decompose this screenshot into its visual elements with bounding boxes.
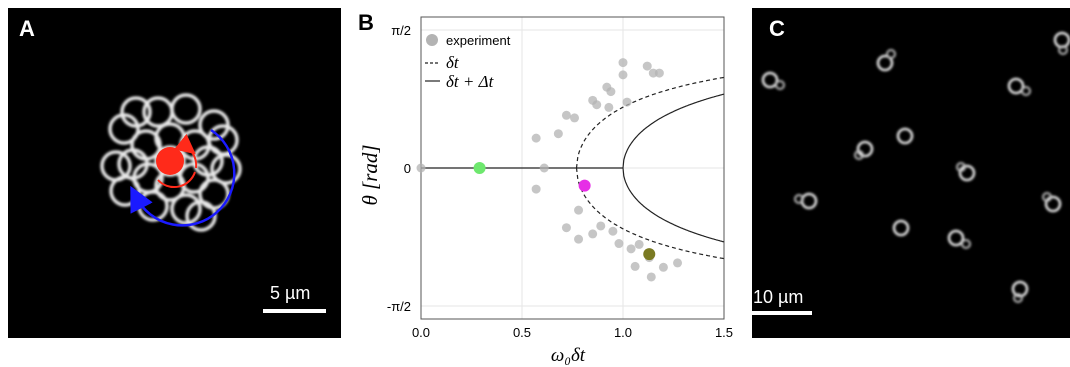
- x-tick-label: 0.5: [513, 325, 531, 340]
- dashed-curve-branch: [575, 76, 725, 169]
- panel-a: A 5 µm: [8, 8, 341, 338]
- cluster-ring: [170, 93, 202, 125]
- particle: [1007, 77, 1025, 95]
- y-tick-label: -π/2: [387, 299, 411, 314]
- particle: [1011, 280, 1029, 298]
- solid-curve-branch: [622, 167, 725, 243]
- experiment-point: [574, 234, 584, 244]
- cluster-ring: [170, 193, 202, 225]
- cluster-ring: [207, 124, 239, 156]
- x-tick-label: 1.5: [715, 325, 733, 340]
- experiment-point: [416, 163, 426, 173]
- panel-c: C 10 µm: [752, 8, 1070, 338]
- panel-c-image: [761, 31, 1070, 303]
- scale-bar-label-a: 5 µm: [270, 283, 311, 303]
- experiment-point: [673, 258, 683, 268]
- highlighted-point: [643, 248, 656, 261]
- particle-partner: [1013, 293, 1023, 303]
- experiment-point: [539, 163, 549, 173]
- experiment-point: [604, 102, 614, 112]
- solid-curve-branch: [622, 93, 725, 169]
- experiment-point: [642, 61, 652, 71]
- y-tick-label: 0: [404, 161, 411, 176]
- experiment-point: [608, 226, 618, 236]
- x-tick-label: 0.0: [412, 325, 430, 340]
- experiment-point: [626, 244, 636, 254]
- panel-a-letter: A: [19, 16, 35, 41]
- particle: [876, 54, 894, 72]
- cluster-ring: [120, 96, 152, 128]
- panel-c-letter: C: [769, 16, 785, 41]
- x-axis-label: ω₀δt: [551, 345, 586, 366]
- particle: [947, 229, 965, 247]
- scale-bar-a: [263, 309, 326, 313]
- particle: [896, 127, 914, 145]
- particle-partner: [1042, 192, 1052, 202]
- particle-partner: [886, 49, 896, 59]
- particle-partner: [956, 162, 966, 172]
- experiment-point: [561, 223, 571, 233]
- experiment-point: [614, 239, 624, 249]
- experiment-point: [606, 87, 616, 97]
- scale-bar-c: [752, 311, 812, 315]
- highlighted-point: [473, 162, 486, 174]
- particle-partner: [1058, 45, 1068, 55]
- cluster-ring: [192, 145, 224, 177]
- experiment-point: [618, 58, 628, 68]
- scale-bar-label-c: 10 µm: [753, 287, 804, 307]
- particle: [761, 71, 779, 89]
- x-tick-label: 1.0: [614, 325, 632, 340]
- legend-label-dt: δt: [446, 53, 460, 72]
- particle-partner: [775, 80, 785, 90]
- particle-partner: [854, 150, 864, 160]
- center-particle: [156, 147, 184, 175]
- legend-marker-experiment: [426, 34, 438, 46]
- experiment-point: [596, 221, 606, 231]
- y-axis-label: θ [rad]: [358, 144, 382, 205]
- particle: [800, 192, 818, 210]
- particle-partner: [794, 194, 804, 204]
- experiment-point: [553, 129, 563, 139]
- particle: [1044, 195, 1062, 213]
- legend-label-dt-plus-Dt: δt + Δt: [446, 72, 495, 91]
- experiment-point: [592, 100, 602, 110]
- dashed-curve-branch: [575, 167, 725, 260]
- rotation-arrow-red-head: [173, 133, 198, 169]
- cluster-ring: [185, 200, 217, 232]
- experiment-point: [561, 110, 571, 120]
- experiment-point: [531, 133, 541, 143]
- experiment-point: [618, 70, 628, 80]
- panel-b: B 0.0 0.5 1.0 1.5 π/2 0 -π/2 experiment δt δt + …: [355, 8, 740, 367]
- particle: [958, 164, 976, 182]
- experiment-point: [622, 97, 632, 107]
- experiment-point: [588, 229, 598, 239]
- experiment-point: [574, 205, 584, 215]
- cluster-ring: [210, 153, 242, 185]
- cluster-ring: [100, 150, 132, 182]
- experiment-point: [654, 68, 664, 78]
- particle-partner: [1021, 86, 1031, 96]
- rotation-arrow-red: [157, 171, 196, 189]
- experiment-point: [658, 262, 668, 272]
- panel-a-image: [100, 93, 242, 232]
- legend-label-experiment: experiment: [446, 33, 511, 48]
- particle: [892, 219, 910, 237]
- particle-partner: [961, 239, 971, 249]
- particle-cluster: [100, 93, 242, 232]
- cluster-ring: [198, 109, 230, 141]
- rotation-arrow-blue: [130, 128, 236, 227]
- experiment-point: [531, 184, 541, 194]
- y-tick-label: π/2: [391, 23, 411, 38]
- experiment-point: [634, 239, 644, 249]
- experiment-point: [646, 272, 656, 282]
- highlighted-point: [578, 179, 591, 192]
- particle: [856, 140, 874, 158]
- panel-b-letter: B: [358, 10, 374, 35]
- particle-dimers: [761, 31, 1070, 303]
- particle: [1053, 31, 1070, 49]
- experiment-point: [630, 261, 640, 271]
- experiment-point: [570, 113, 580, 123]
